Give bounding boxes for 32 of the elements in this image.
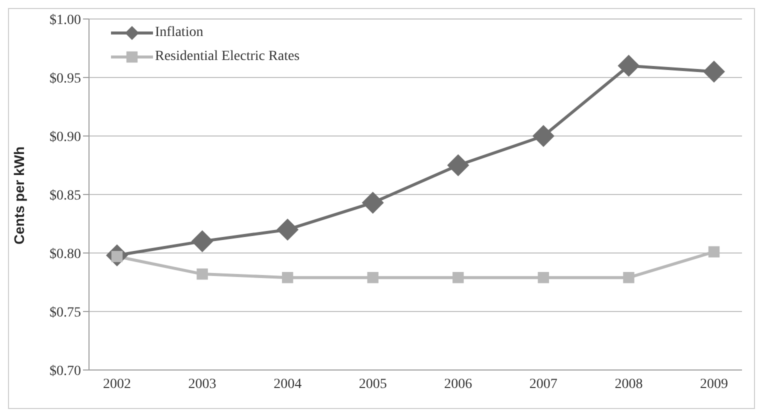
point [282,272,294,284]
x-tick-label: 2009 [700,376,728,392]
y-tick-label: $0.95 [50,71,81,86]
point [708,246,720,258]
y-tick-label: $1.00 [50,12,81,28]
x-tick-label: 2008 [614,376,643,392]
point [447,154,470,176]
point [532,125,554,147]
point [367,272,378,284]
y-tick-label: $0.80 [50,246,81,262]
legend-label: Residential Electric Rates [155,49,300,65]
x-tick-label: 2007 [529,376,558,392]
x-tick-label: 2003 [188,376,216,392]
point [618,54,640,77]
point [452,272,464,284]
x-tick-label: 2004 [274,376,302,392]
point [276,218,299,241]
y-tick-label: $0.70 [50,364,81,379]
y-tick-label: $0.75 [50,305,81,320]
legend-label: Inflation [155,25,204,41]
point [196,268,208,280]
point [362,192,384,214]
point [191,230,214,252]
point [538,272,550,284]
point [703,60,725,83]
x-tick-label: 2006 [444,376,472,392]
x-tick-label: 2005 [358,376,387,392]
y-tick-label: $0.85 [50,188,81,204]
y-axis-title: Cents per kWh [10,146,27,244]
y-tick-label: $0.90 [50,130,81,145]
point [623,272,634,284]
x-tick-label: 2002 [103,376,131,392]
